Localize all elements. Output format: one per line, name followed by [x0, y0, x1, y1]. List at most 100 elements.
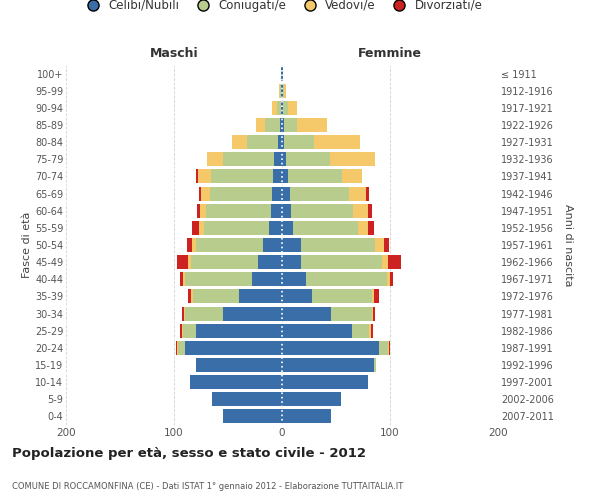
Bar	[388, 341, 389, 355]
Bar	[383, 238, 389, 252]
Bar	[289, 101, 297, 115]
Bar	[263, 238, 282, 252]
Bar	[390, 272, 393, 286]
Bar	[284, 118, 297, 132]
Bar	[184, 306, 185, 320]
Bar	[223, 410, 282, 424]
Bar	[258, 255, 282, 269]
Bar	[306, 272, 387, 286]
Bar	[274, 170, 282, 183]
Bar	[177, 341, 178, 355]
Bar	[282, 238, 301, 252]
Bar	[191, 255, 258, 269]
Bar	[282, 375, 368, 389]
Bar	[353, 204, 368, 218]
Text: Popolazione per età, sesso e stato civile - 2012: Popolazione per età, sesso e stato civil…	[12, 448, 366, 460]
Bar	[265, 118, 280, 132]
Bar	[223, 306, 282, 320]
Bar	[371, 290, 374, 304]
Bar	[199, 186, 201, 200]
Bar	[196, 324, 282, 338]
Bar	[389, 341, 390, 355]
Bar	[187, 238, 193, 252]
Bar	[289, 170, 343, 183]
Bar	[197, 204, 200, 218]
Bar	[176, 341, 177, 355]
Text: Femmine: Femmine	[358, 47, 422, 60]
Bar	[198, 170, 211, 183]
Bar	[193, 221, 199, 235]
Bar	[282, 410, 331, 424]
Bar	[193, 238, 196, 252]
Bar	[188, 255, 191, 269]
Bar	[297, 118, 328, 132]
Bar	[282, 290, 312, 304]
Bar	[343, 170, 362, 183]
Bar	[196, 170, 198, 183]
Bar	[212, 392, 282, 406]
Bar	[282, 186, 290, 200]
Bar	[208, 152, 223, 166]
Bar	[177, 255, 188, 269]
Bar	[371, 324, 373, 338]
Bar	[209, 186, 272, 200]
Bar	[290, 186, 349, 200]
Bar	[280, 118, 282, 132]
Bar	[368, 221, 374, 235]
Y-axis label: Fasce di età: Fasce di età	[22, 212, 32, 278]
Bar	[182, 306, 184, 320]
Bar	[247, 135, 278, 149]
Bar	[282, 341, 379, 355]
Bar	[282, 152, 286, 166]
Bar	[272, 101, 277, 115]
Bar	[232, 135, 247, 149]
Bar	[178, 341, 185, 355]
Bar	[379, 341, 388, 355]
Bar	[312, 290, 371, 304]
Bar	[382, 255, 388, 269]
Bar	[185, 272, 252, 286]
Bar	[181, 324, 182, 338]
Bar	[282, 170, 289, 183]
Bar	[191, 290, 193, 304]
Bar	[301, 238, 375, 252]
Bar	[331, 306, 371, 320]
Bar	[200, 204, 206, 218]
Text: Maschi: Maschi	[149, 47, 199, 60]
Bar	[366, 186, 370, 200]
Y-axis label: Anni di nascita: Anni di nascita	[563, 204, 573, 286]
Bar	[193, 290, 239, 304]
Bar	[352, 324, 370, 338]
Bar	[282, 255, 301, 269]
Bar	[188, 290, 191, 304]
Bar	[274, 152, 282, 166]
Bar	[182, 324, 196, 338]
Bar	[387, 272, 390, 286]
Bar	[278, 135, 282, 149]
Bar	[206, 204, 271, 218]
Bar	[185, 306, 223, 320]
Text: COMUNE DI ROCCAMONFINA (CE) - Dati ISTAT 1° gennaio 2012 - Elaborazione TUTTAITA: COMUNE DI ROCCAMONFINA (CE) - Dati ISTAT…	[12, 482, 403, 491]
Bar	[181, 272, 182, 286]
Bar	[199, 221, 204, 235]
Bar	[368, 204, 371, 218]
Bar	[182, 272, 185, 286]
Bar	[371, 306, 373, 320]
Bar	[282, 101, 283, 115]
Bar	[282, 306, 331, 320]
Bar	[277, 101, 281, 115]
Bar	[329, 152, 375, 166]
Bar	[281, 101, 282, 115]
Bar	[283, 84, 284, 98]
Bar	[358, 221, 368, 235]
Bar	[284, 84, 286, 98]
Bar	[282, 272, 306, 286]
Bar	[314, 135, 360, 149]
Bar	[283, 101, 289, 115]
Bar	[196, 358, 282, 372]
Bar	[201, 186, 209, 200]
Bar	[370, 324, 371, 338]
Bar	[282, 324, 352, 338]
Bar	[293, 221, 358, 235]
Bar	[185, 341, 282, 355]
